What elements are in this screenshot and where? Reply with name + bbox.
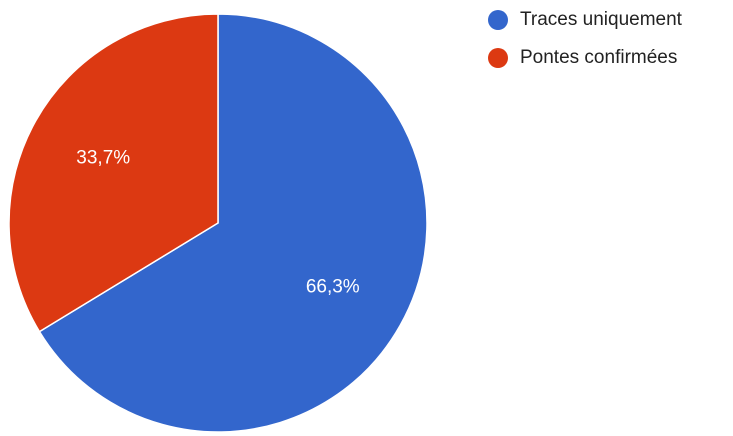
legend-swatch-traces-uniquement xyxy=(488,10,508,30)
pie-slice-pontes-confirmees[interactable] xyxy=(8,13,219,333)
chart-legend: Traces uniquement Pontes confirmées xyxy=(488,8,728,84)
slice-value-label-pontes-confirmees: 33,7% xyxy=(76,147,130,168)
legend-item-traces-uniquement[interactable]: Traces uniquement xyxy=(488,8,728,32)
legend-label-traces-uniquement: Traces uniquement xyxy=(520,9,682,30)
pie-slice-traces-uniquement[interactable] xyxy=(38,13,428,433)
legend-label-pontes-confirmees: Pontes confirmées xyxy=(520,47,678,68)
legend-swatch-pontes-confirmees xyxy=(488,48,508,68)
slice-value-label-traces-uniquement: 66,3% xyxy=(306,277,360,298)
legend-item-pontes-confirmees[interactable]: Pontes confirmées xyxy=(488,46,728,70)
